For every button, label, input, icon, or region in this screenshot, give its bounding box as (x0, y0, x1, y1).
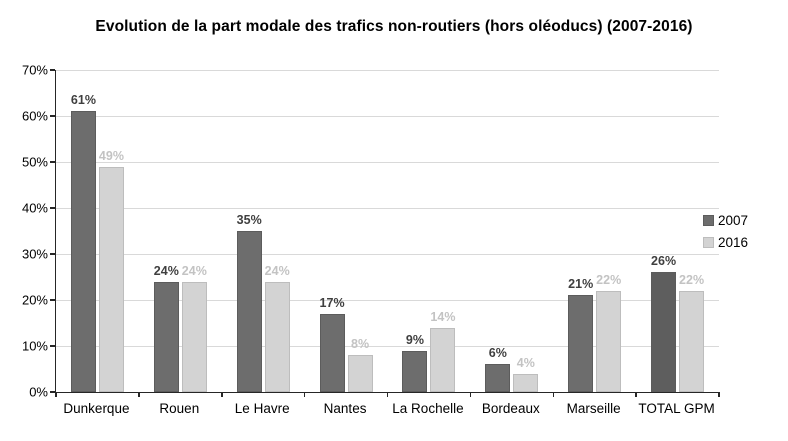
bar-2016-total-gpm (679, 290, 705, 392)
y-axis-tick (49, 161, 55, 163)
bar-value-label: 61% (70, 93, 96, 108)
bar-value-label: 14% (430, 309, 456, 324)
bar-value-label: 8% (351, 337, 370, 352)
bar-2007-bordeaux (485, 364, 511, 392)
legend-swatch-icon (703, 215, 714, 226)
bar-value-label: 49% (98, 148, 124, 163)
x-axis-tick (221, 392, 223, 397)
bar-value-label: 6% (488, 346, 507, 361)
bar-2016-nantes (347, 355, 373, 392)
x-axis-tick (386, 392, 389, 397)
y-axis-tick (49, 207, 55, 209)
legend-label: 2007 (718, 213, 749, 228)
legend: 2007 2016 (703, 213, 748, 257)
plot-area: 61% 49% 24% 24% 35% 24% 17% 8% 9% 14% 6% 4% 21% 22% 26… (49, 69, 720, 397)
x-axis-category-label: TOTAL GPM (638, 401, 715, 416)
y-axis-tick-label: 10% (21, 338, 48, 354)
bar-value-label: 22% (596, 272, 622, 287)
bar-value-label: 35% (236, 213, 262, 227)
x-axis-tick (635, 392, 637, 397)
x-axis-category-label: La Rochelle (392, 401, 464, 416)
bar-value-label: 21% (568, 277, 594, 292)
bar-value-label: 26% (651, 254, 677, 269)
y-axis-tick-label: 20% (21, 292, 48, 308)
gridline (56, 299, 719, 301)
x-axis-category-label: Dunkerque (63, 401, 130, 416)
bar-2007-rouen (153, 281, 179, 392)
x-axis-labels: Dunkerque Rouen Le Havre Nantes La Rochelle B… (55, 401, 718, 423)
y-axis-tick-label: 50% (21, 154, 48, 170)
bar-2016-rouen (181, 281, 207, 392)
x-axis-category-label: Bordeaux (481, 401, 540, 416)
bar-2007-dunkerque (70, 111, 96, 392)
bar-2007-la-rochelle (402, 350, 428, 392)
gridline (56, 115, 719, 117)
legend-swatch-icon (703, 237, 714, 248)
x-axis-tick (469, 392, 472, 397)
x-axis-tick (55, 392, 57, 397)
legend-label: 2016 (718, 235, 749, 250)
bar-2007-total-gpm (651, 272, 677, 392)
bar-value-label: 4% (516, 355, 535, 370)
y-axis-tick (49, 345, 55, 347)
x-axis-tick (718, 392, 720, 397)
gridline (56, 69, 719, 71)
bar-2016-marseille (596, 290, 622, 392)
gridline (56, 253, 719, 255)
legend-item-2007: 2007 (703, 213, 748, 228)
x-axis-category-label: Marseille (566, 401, 621, 416)
gridline (56, 161, 719, 163)
bar-2016-le-havre (264, 281, 290, 392)
x-axis-tick (552, 392, 554, 397)
bar-2007-le-havre (236, 231, 262, 392)
bar-value-label: 24% (153, 263, 179, 278)
bar-value-label: 22% (679, 272, 705, 287)
y-axis-tick-label: 70% (21, 62, 48, 78)
y-axis-tick (49, 115, 55, 117)
y-axis-tick-label: 60% (21, 108, 48, 124)
bar-value-label: 17% (319, 295, 345, 310)
chart-title: Evolution de la part modale des trafics … (95, 18, 693, 35)
bar-2007-nantes (319, 313, 345, 392)
legend-item-2016: 2016 (703, 235, 748, 250)
x-axis-tick (303, 392, 306, 397)
gridline (56, 207, 719, 209)
bar-value-label: 24% (264, 263, 290, 278)
y-axis-labels: 0% 10% 20% 30% 40% 50% 60% 70% (0, 63, 48, 400)
bar-2007-marseille (568, 295, 594, 392)
y-axis-tick-label: 0% (29, 384, 48, 400)
gridline (56, 345, 719, 347)
x-axis-category-label: Rouen (159, 401, 200, 416)
x-axis-category-label: Nantes (323, 401, 367, 416)
y-axis-tick (49, 69, 55, 71)
y-axis-tick (49, 253, 55, 255)
bar-value-label: 9% (405, 332, 424, 347)
bar-2016-bordeaux (513, 373, 539, 392)
y-axis-tick (49, 299, 55, 301)
y-axis-tick-label: 40% (21, 200, 48, 216)
x-axis-tick (138, 392, 140, 397)
x-axis-category-label: Le Havre (234, 401, 290, 416)
y-axis-tick-label: 30% (21, 246, 48, 262)
y-axis-tick (49, 391, 55, 393)
bar-2016-la-rochelle (430, 327, 456, 392)
bar-2016-dunkerque (98, 166, 124, 392)
bar-value-label: 24% (181, 263, 207, 278)
